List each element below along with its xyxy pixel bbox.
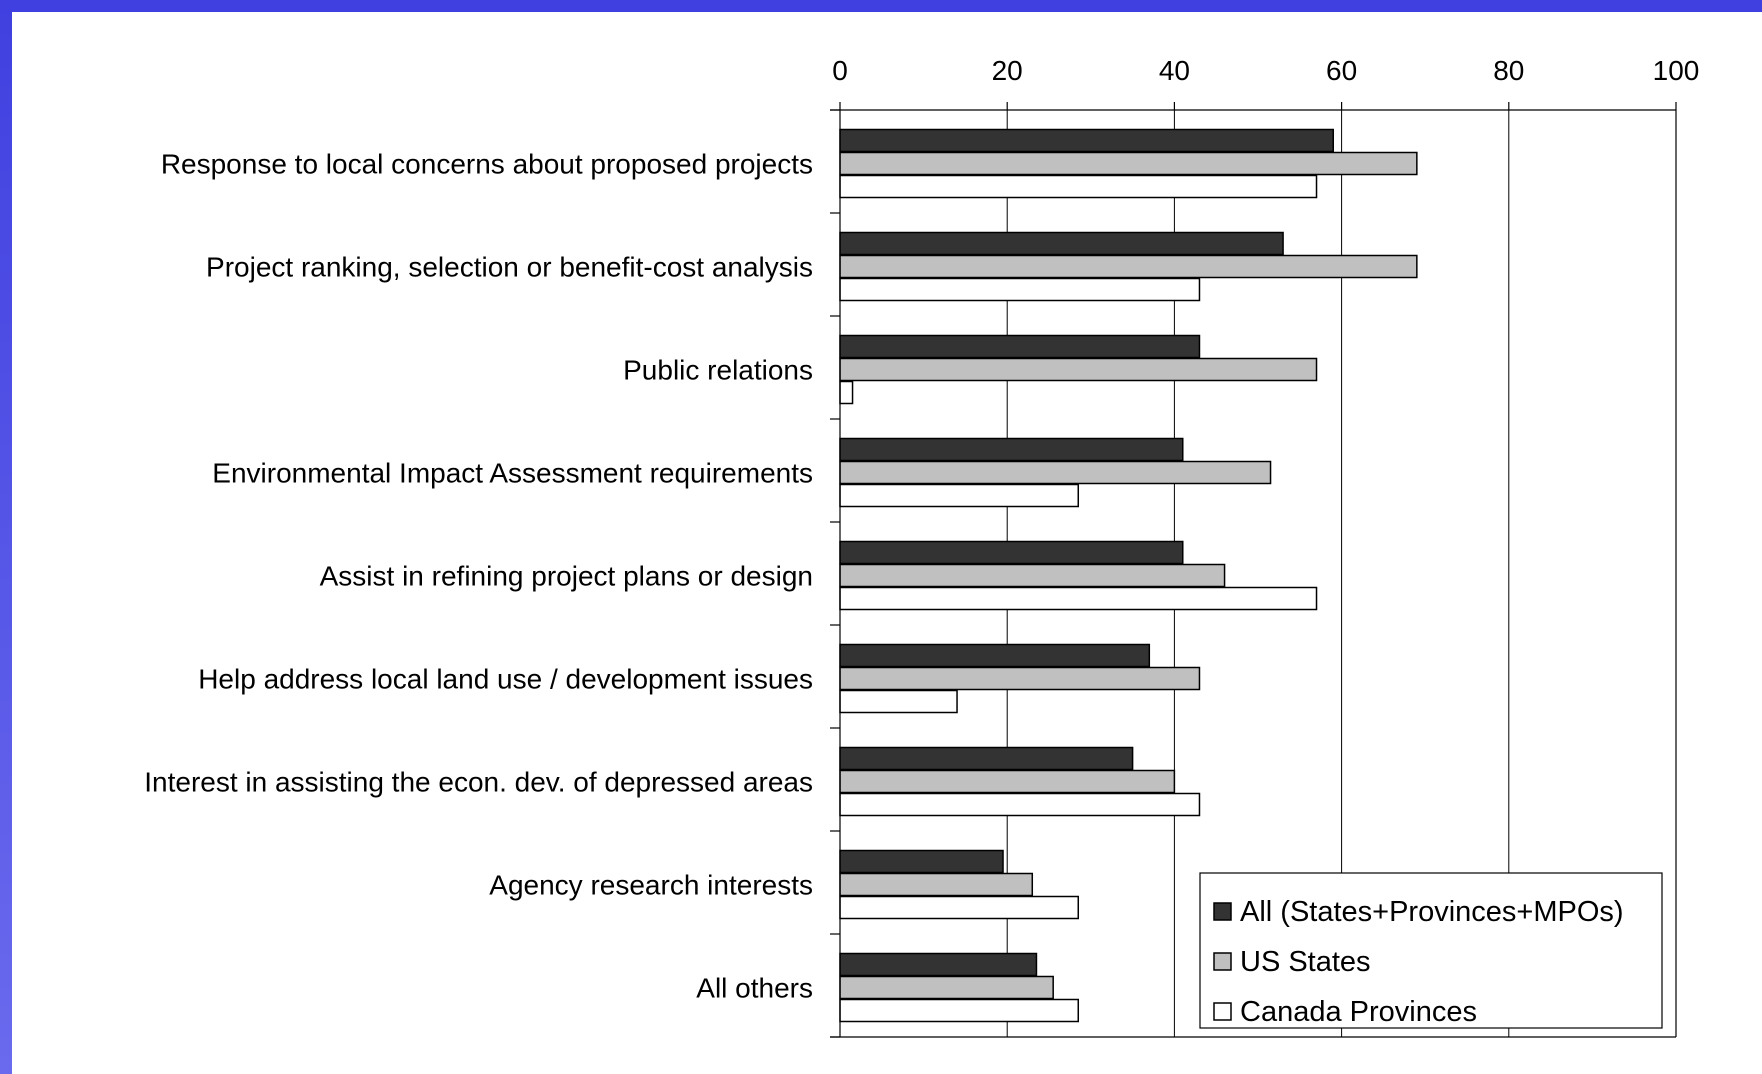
legend-swatch	[1213, 1002, 1232, 1021]
bar	[839, 975, 1054, 1000]
legend-label: US States	[1240, 946, 1371, 978]
x-tick-label: 40	[1159, 55, 1190, 86]
bar	[839, 666, 1201, 691]
category-label: Assist in refining project plans or desi…	[320, 561, 813, 592]
bar	[839, 231, 1284, 256]
bar	[839, 689, 958, 714]
bar	[839, 746, 1134, 771]
bar	[839, 872, 1034, 897]
x-tick-label: 20	[992, 55, 1023, 86]
category-label: Interest in assisting the econ. dev. of …	[144, 767, 813, 798]
category-label: Agency research interests	[489, 870, 813, 901]
bar	[839, 586, 1318, 611]
bar	[839, 540, 1184, 565]
bar	[839, 460, 1272, 485]
bar	[839, 128, 1334, 153]
bar	[839, 254, 1418, 279]
bar	[839, 380, 854, 405]
category-label: Public relations	[623, 355, 813, 386]
bars	[839, 128, 1418, 1023]
x-tick-labels: 0 20 40 60 80 100	[832, 55, 1699, 86]
bar	[839, 792, 1201, 817]
chart-panel: 0 20 40 60 80 100 Response to local concerns …	[12, 12, 1762, 1074]
legend: All (States+Provinces+MPOs) US States Cana…	[1199, 872, 1663, 1029]
category-label: All others	[696, 973, 813, 1004]
legend-swatch	[1213, 952, 1232, 971]
category-label: Project ranking, selection or benefit-co…	[206, 252, 813, 283]
x-tick-label: 0	[832, 55, 848, 86]
bar	[839, 998, 1080, 1023]
bar	[839, 357, 1318, 382]
bar	[839, 769, 1176, 794]
bar	[839, 334, 1201, 359]
legend-box	[1199, 872, 1663, 1029]
legend-label: Canada Provinces	[1240, 996, 1477, 1028]
bar	[839, 277, 1201, 302]
legend-label: All (States+Provinces+MPOs)	[1240, 896, 1624, 928]
bar	[839, 895, 1080, 920]
category-label: Environmental Impact Assessment requirem…	[212, 458, 813, 489]
x-tick-label: 100	[1653, 55, 1700, 86]
bar	[839, 643, 1151, 668]
bar	[839, 483, 1080, 508]
bar-chart: 0 20 40 60 80 100 Response to local concerns …	[144, 55, 1699, 1038]
x-tick-label: 60	[1326, 55, 1357, 86]
bar	[839, 563, 1226, 588]
category-label: Response to local concerns about propose…	[161, 149, 813, 180]
category-label: Help address local land use / developmen…	[198, 664, 813, 695]
bar	[839, 952, 1038, 977]
bar	[839, 151, 1418, 176]
bar	[839, 174, 1318, 199]
legend-swatch	[1213, 902, 1232, 921]
bar	[839, 437, 1184, 462]
bar	[839, 849, 1004, 874]
x-tick-label: 80	[1493, 55, 1524, 86]
axes	[830, 102, 1677, 1038]
category-labels: Response to local concerns about propose…	[144, 149, 813, 1004]
